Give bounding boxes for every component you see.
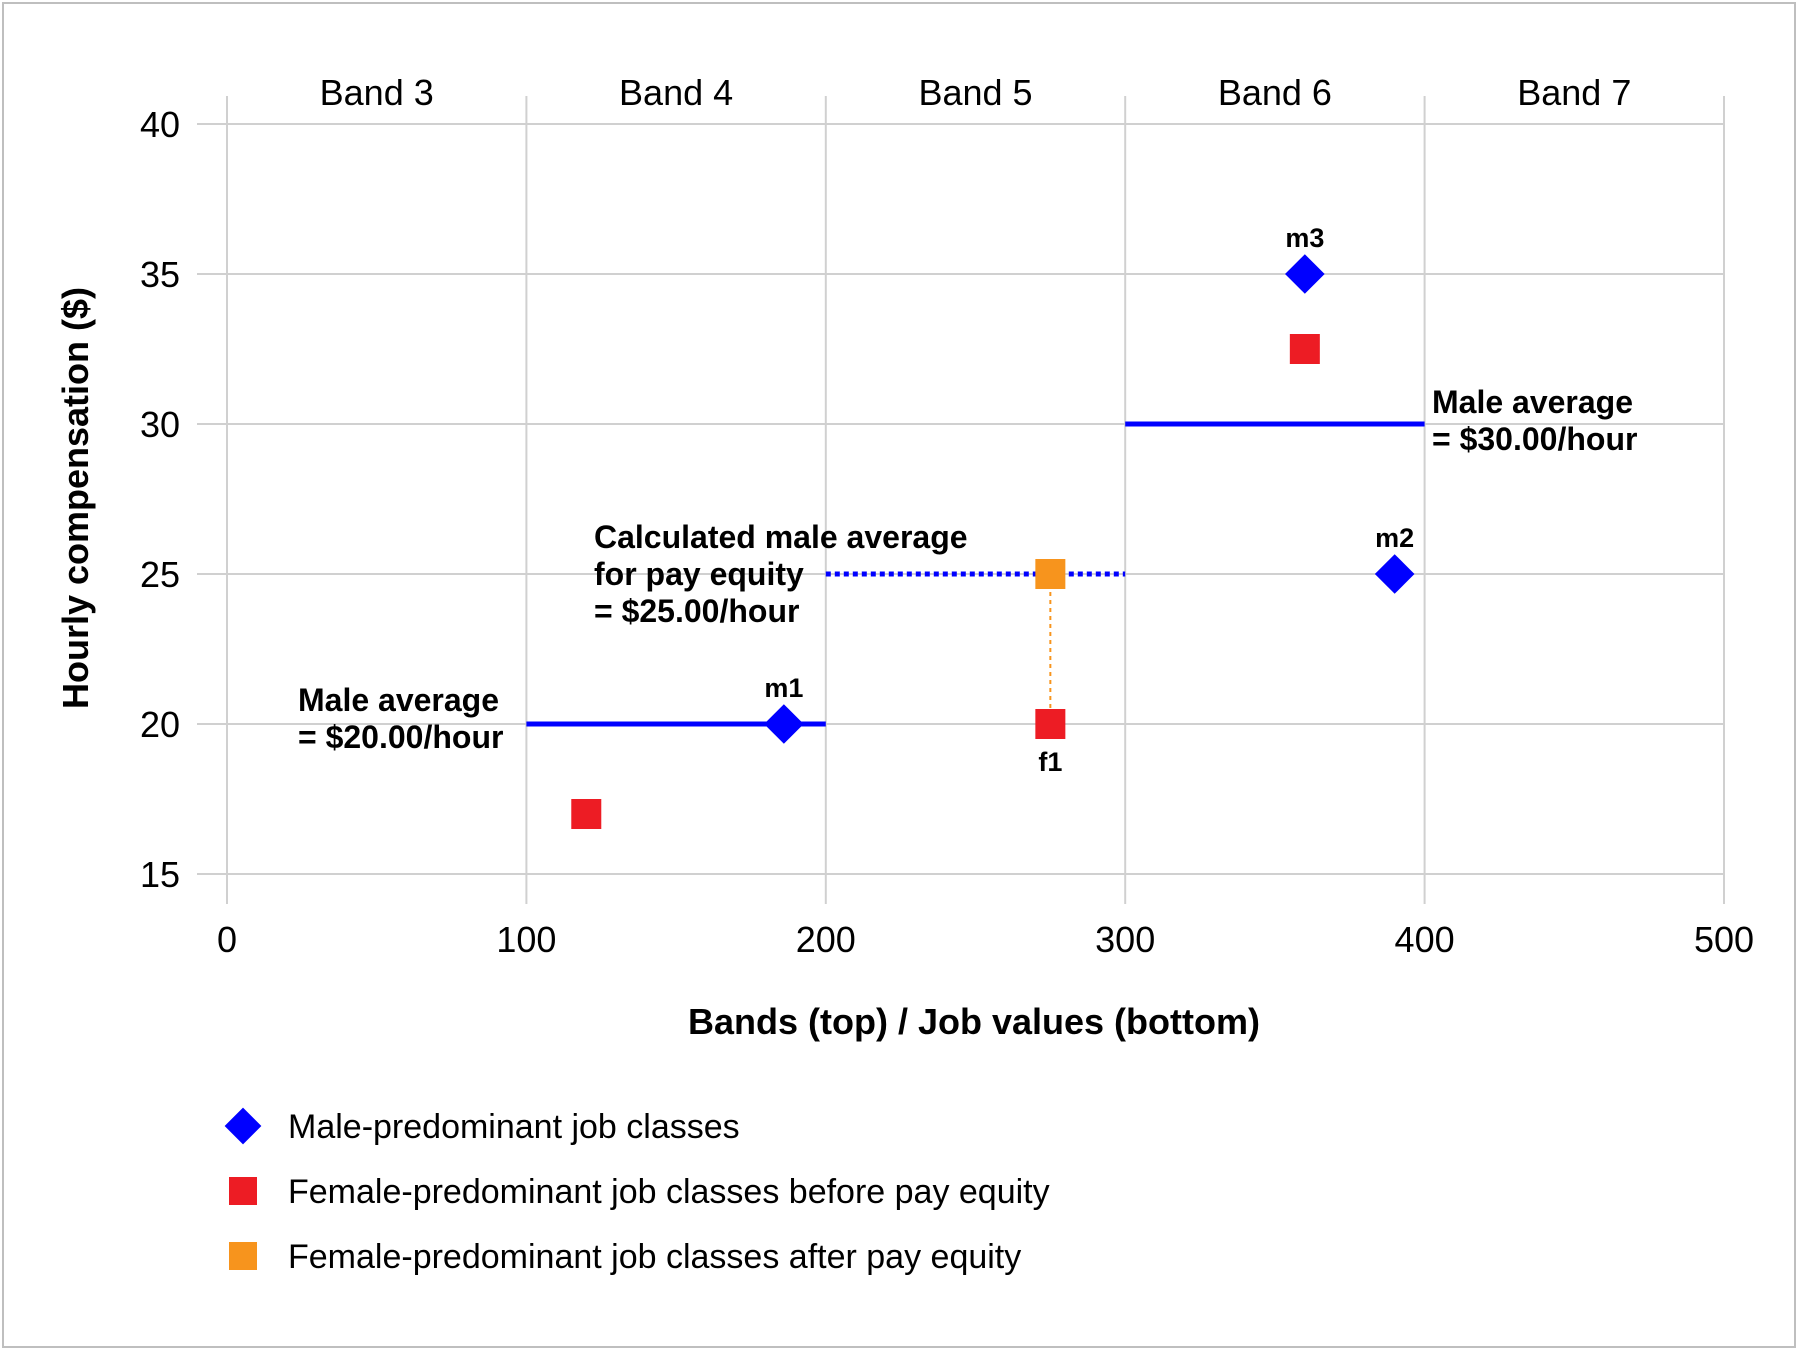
legend-item: Female-predominant job classes after pay… — [229, 1238, 1021, 1276]
annotation-line: Male average — [298, 682, 499, 718]
x-tick-label: 400 — [1395, 919, 1455, 960]
legend-item: Male-predominant job classes — [224, 1107, 740, 1146]
y-axis-title: Hourly compensation ($) — [55, 287, 96, 709]
legend-label: Female-predominant job classes before pa… — [288, 1173, 1050, 1211]
annotation-line: for pay equity — [594, 556, 804, 592]
point-label: m3 — [1285, 223, 1324, 253]
legend-label: Female-predominant job classes after pay… — [288, 1238, 1021, 1276]
x-tick-label: 500 — [1694, 919, 1754, 960]
band-label: Band 6 — [1218, 72, 1332, 113]
x-tick-label: 200 — [796, 919, 856, 960]
annotation-line: = $25.00/hour — [594, 593, 799, 629]
x-tick-label: 300 — [1095, 919, 1155, 960]
y-tick-label: 30 — [140, 404, 180, 445]
male-job-class-point — [1285, 254, 1325, 294]
data-points — [571, 254, 1415, 829]
annotation-line: = $20.00/hour — [298, 719, 503, 755]
y-tick-label: 15 — [140, 854, 180, 895]
x-axis-title: Bands (top) / Job values (bottom) — [688, 1001, 1260, 1042]
annotation-male-average-20: Male average = $20.00/hour — [298, 682, 508, 755]
legend-label: Male-predominant job classes — [288, 1108, 740, 1146]
female-before-pay-equity-point — [1035, 709, 1066, 739]
annotation-calculated-male-average: Calculated male average for pay equity =… — [594, 519, 976, 629]
female-after-pay-equity-point — [1035, 559, 1066, 589]
point-labels: m1 m2 m3 f1 — [764, 223, 1414, 777]
x-tick-label: 100 — [496, 919, 556, 960]
legend-marker-square — [229, 1242, 257, 1270]
male-job-class-point — [764, 704, 804, 744]
y-tick-labels: 15 20 25 30 35 40 — [140, 104, 180, 895]
annotation-line: = $30.00/hour — [1432, 421, 1637, 457]
point-label: m2 — [1375, 523, 1414, 553]
annotation-line: Calculated male average — [594, 519, 968, 555]
point-label: f1 — [1038, 747, 1062, 777]
x-tick-labels: 0 100 200 300 400 500 — [217, 919, 1754, 960]
annotation-line: Male average — [1432, 384, 1633, 420]
band-label: Band 3 — [320, 72, 434, 113]
band-label: Band 7 — [1517, 72, 1631, 113]
y-tick-label: 25 — [140, 554, 180, 595]
band-labels: Band 3 Band 4 Band 5 Band 6 Band 7 — [320, 72, 1632, 113]
y-tick-label: 20 — [140, 704, 180, 745]
chart-svg: Band 3 Band 4 Band 5 Band 6 Band 7 0 100 200 30… — [55, 72, 1754, 1276]
y-tick-label: 40 — [140, 104, 180, 145]
female-before-pay-equity-point — [571, 799, 602, 829]
band-label: Band 4 — [619, 72, 733, 113]
legend-item: Female-predominant job classes before pa… — [229, 1173, 1050, 1211]
x-tick-label: 0 — [217, 919, 237, 960]
gridlines — [197, 96, 1725, 904]
female-before-pay-equity-point — [1289, 334, 1320, 364]
male-job-class-point — [1374, 554, 1415, 594]
legend-marker-diamond — [224, 1107, 262, 1145]
legend-marker-square — [229, 1177, 257, 1205]
legend: Male-predominant job classes Female-pred… — [224, 1107, 1050, 1276]
band-label: Band 5 — [918, 72, 1032, 113]
point-label: m1 — [764, 673, 803, 703]
annotation-male-average-30: Male average = $30.00/hour — [1432, 384, 1642, 457]
y-tick-label: 35 — [140, 254, 180, 295]
